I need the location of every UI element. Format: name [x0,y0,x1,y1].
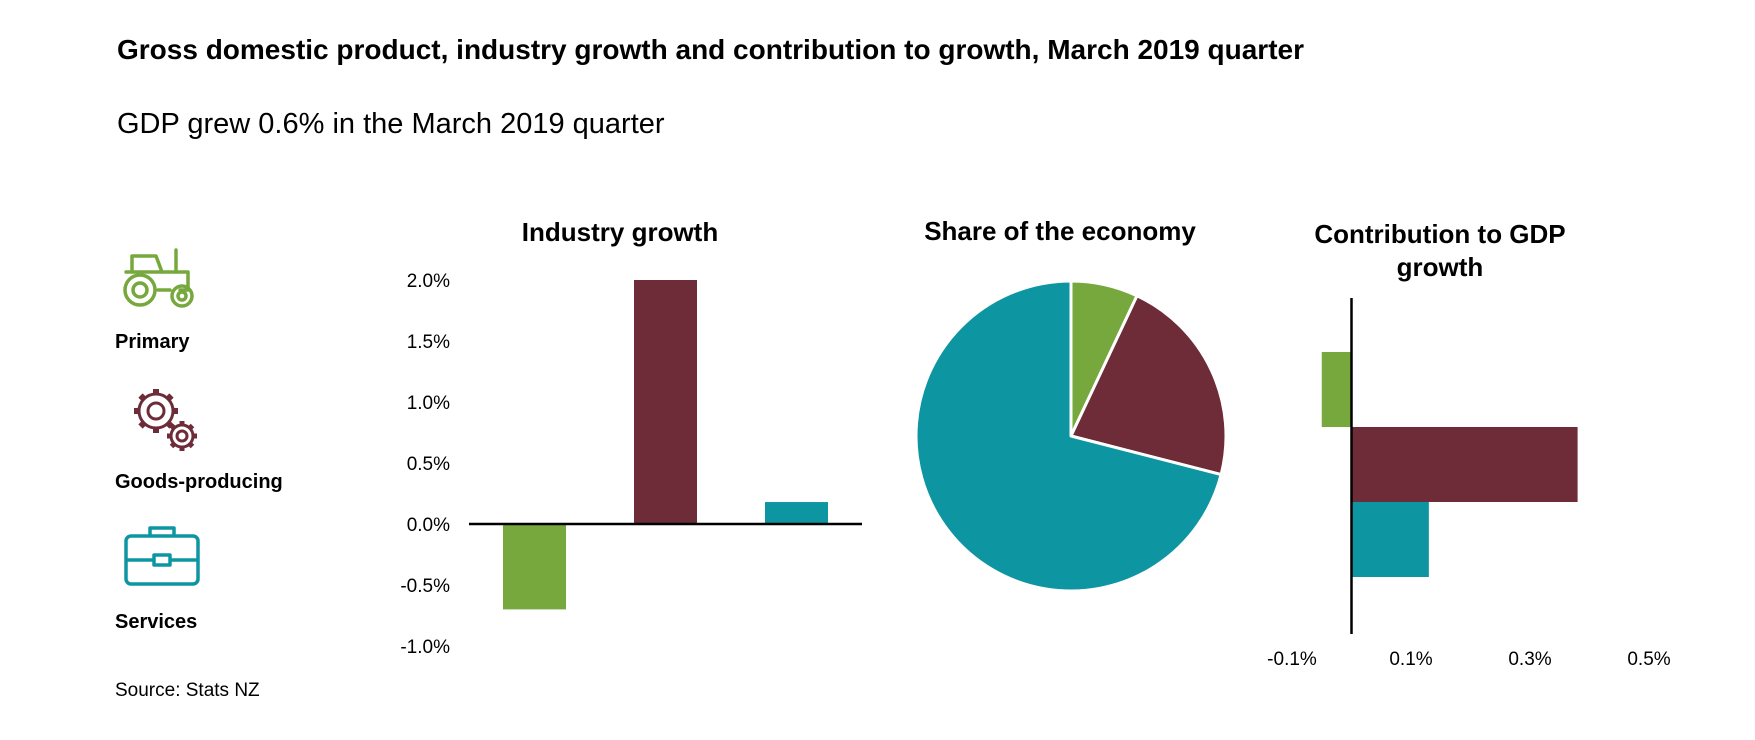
x-tick-label: 0.3% [1508,649,1551,670]
source-note: Source: Stats NZ [115,680,260,701]
hbar-primary [1321,352,1352,427]
y-tick-label: 0.5% [407,454,450,475]
y-tick-label: 2.0% [407,271,450,292]
pie-slice-services [914,279,1223,593]
bar-services [765,502,828,524]
y-tick-label: -0.5% [400,576,450,597]
y-tick-label: 0.0% [407,515,450,536]
gears-icon [134,389,197,451]
pie-slice-goods-producing [1069,294,1228,477]
bar-goods-producing [634,280,697,524]
x-tick-label: 0.1% [1389,649,1432,670]
bar-primary [503,524,566,610]
tractor-icon [123,248,194,308]
legend-label-services: Services [115,611,198,633]
x-tick-label: -0.1% [1267,649,1317,670]
page-subtitle: GDP grew 0.6% in the March 2019 quarter [117,108,665,140]
chart-title-contribution: Contribution to GDP growth [1314,219,1566,282]
hbar-goods-producing [1351,427,1578,502]
x-tick-label: 0.5% [1627,649,1670,670]
y-tick-label: 1.0% [407,393,450,414]
chart-title-share-of-economy: Share of the economy [924,216,1196,246]
legend-label-goods-producing: Goods-producing [115,471,283,493]
y-tick-label: -1.0% [400,637,450,658]
chart-title-industry-growth: Industry growth [521,217,719,247]
hbar-services [1351,502,1429,577]
y-tick-label: 1.5% [407,332,450,353]
briefcase-icon [124,526,200,586]
page-title: Gross domestic product, industry growth … [117,34,1304,65]
legend-label-primary: Primary [115,331,190,353]
